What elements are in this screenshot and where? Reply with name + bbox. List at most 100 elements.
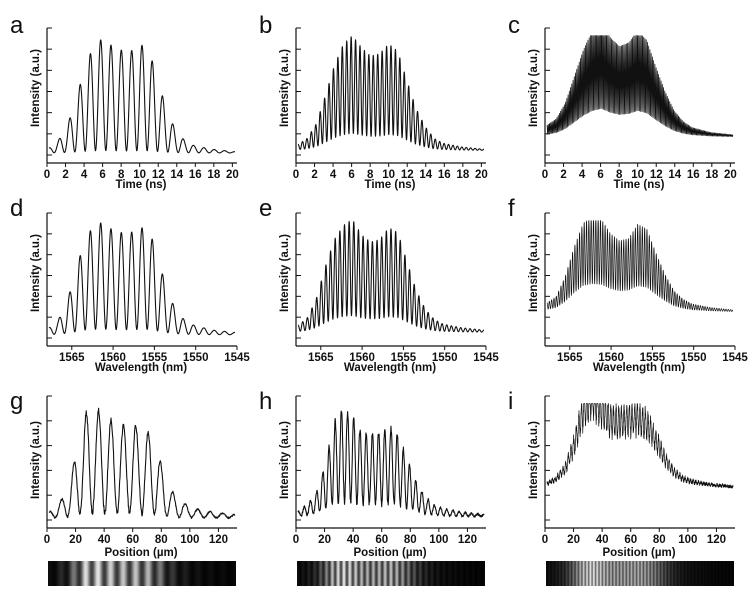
x-tick-label-g: 120 (209, 534, 228, 546)
x-axis-title-a: Time (ns) (116, 179, 167, 191)
x-tick-label-i: 20 (567, 534, 580, 546)
panel-letter-d: d (10, 195, 23, 222)
x-axis-title-c: Time (ns) (614, 179, 665, 191)
x-tick-label-a: 18 (207, 169, 220, 181)
x-tick-label-c: 2 (560, 169, 566, 181)
x-tick-label-f: 1545 (722, 352, 748, 364)
x-tick-label-c: 18 (705, 169, 718, 181)
x-tick-label-e: 1550 (432, 352, 458, 364)
x-axis-title-b: Time (ns) (365, 179, 416, 191)
series-line-d (48, 222, 236, 336)
x-tick-label-c: 6 (597, 169, 603, 181)
x-tick-label-h: 80 (404, 534, 417, 546)
panel-letter-h: h (259, 388, 272, 415)
fringe-strip-h (297, 561, 485, 586)
fringe-strip-i (546, 561, 734, 586)
x-tick-label-e: 1545 (473, 352, 499, 364)
x-tick-label-h: 120 (458, 534, 477, 546)
panel-letter-g: g (10, 388, 23, 415)
x-tick-label-d: 1565 (59, 352, 85, 364)
x-tick-label-a: 2 (62, 169, 68, 181)
x-tick-label-a: 12 (152, 169, 165, 181)
series-line-b (297, 36, 485, 151)
x-tick-label-i: 120 (707, 534, 726, 546)
x-axis-title-d: Wavelength (nm) (95, 362, 187, 374)
x-tick-label-b: 0 (293, 169, 299, 181)
x-tick-label-a: 16 (189, 169, 202, 181)
panel-letter-c: c (508, 12, 520, 39)
series-line-e (297, 221, 485, 333)
y-axis-title-g: Intensity (a.u.) (30, 421, 42, 499)
series-line-g (48, 407, 236, 520)
x-tick-label-f: 1560 (598, 352, 624, 364)
series-line-a (48, 39, 236, 154)
fringe-strip-g (48, 561, 236, 586)
x-tick-label-e: 1555 (391, 352, 417, 364)
y-axis-title-e: Intensity (a.u.) (279, 234, 291, 312)
x-tick-label-f: 1555 (640, 352, 666, 364)
y-axis-title-b: Intensity (a.u.) (279, 49, 291, 127)
y-axis-title-a: Intensity (a.u.) (30, 49, 42, 127)
plot-layer: 0 2 4 6 8 10 12 14 16 18 20 0 2 4 6 8 10 12 14 16 18 20 0 2 4 6 8 1… (44, 27, 748, 586)
x-tick-label-b: 10 (382, 169, 395, 181)
x-tick-label-b: 6 (348, 169, 354, 181)
x-tick-label-g: 80 (155, 534, 168, 546)
x-tick-label-b: 20 (475, 169, 488, 181)
x-tick-label-a: 10 (133, 169, 146, 181)
series-line-h (297, 410, 485, 518)
x-axis-title-e: Wavelength (nm) (344, 362, 436, 374)
x-tick-label-h: 20 (318, 534, 331, 546)
y-axis-title-f: Intensity (a.u.) (528, 234, 540, 312)
x-tick-label-b: 4 (330, 169, 337, 181)
x-tick-label-f: 1550 (681, 352, 707, 364)
x-tick-label-c: 4 (579, 169, 586, 181)
x-tick-label-c: 12 (650, 169, 663, 181)
x-tick-label-h: 40 (347, 534, 360, 546)
x-tick-label-h: 100 (429, 534, 448, 546)
x-tick-label-a: 20 (226, 169, 239, 181)
x-axis-title-h: Position (µm) (353, 547, 426, 559)
x-tick-label-b: 14 (419, 169, 432, 181)
x-tick-label-g: 0 (44, 534, 50, 546)
y-axis-title-d: Intensity (a.u.) (30, 234, 42, 312)
x-axis-title-i: Position (µm) (602, 547, 675, 559)
x-tick-label-e: 1560 (349, 352, 375, 364)
x-tick-label-d: 1560 (100, 352, 126, 364)
x-tick-label-a: 0 (44, 169, 50, 181)
panel-letter-f: f (508, 195, 515, 222)
series-line-c (546, 35, 734, 137)
x-tick-label-i: 40 (596, 534, 609, 546)
x-tick-label-a: 14 (170, 169, 183, 181)
x-tick-label-i: 100 (678, 534, 697, 546)
x-tick-label-g: 60 (126, 534, 139, 546)
x-tick-label-c: 8 (616, 169, 623, 181)
x-tick-label-c: 20 (724, 169, 737, 181)
x-tick-label-b: 18 (456, 169, 469, 181)
x-tick-label-e: 1565 (308, 352, 334, 364)
x-tick-label-d: 1555 (142, 352, 168, 364)
x-tick-label-h: 0 (293, 534, 299, 546)
panel-letter-b: b (259, 12, 272, 39)
panel-letter-e: e (259, 195, 272, 222)
x-tick-label-g: 100 (180, 534, 199, 546)
x-tick-label-b: 2 (311, 169, 317, 181)
x-tick-label-g: 20 (69, 534, 82, 546)
x-tick-label-i: 80 (653, 534, 666, 546)
series-line-f (546, 220, 734, 312)
x-tick-label-d: 1550 (183, 352, 209, 364)
x-tick-label-a: 6 (99, 169, 105, 181)
series-line-i (546, 403, 734, 489)
y-axis-title-i: Intensity (a.u.) (528, 421, 540, 499)
x-tick-label-b: 12 (401, 169, 414, 181)
x-tick-label-d: 1545 (224, 352, 250, 364)
x-tick-label-b: 16 (438, 169, 451, 181)
x-tick-label-g: 40 (98, 534, 111, 546)
x-tick-label-f: 1565 (557, 352, 583, 364)
x-tick-label-c: 10 (631, 169, 644, 181)
y-axis-title-h: Intensity (a.u.) (279, 421, 291, 499)
x-tick-label-a: 4 (81, 169, 88, 181)
x-tick-label-c: 16 (687, 169, 700, 181)
x-tick-label-c: 14 (668, 169, 681, 181)
x-tick-label-h: 60 (375, 534, 388, 546)
